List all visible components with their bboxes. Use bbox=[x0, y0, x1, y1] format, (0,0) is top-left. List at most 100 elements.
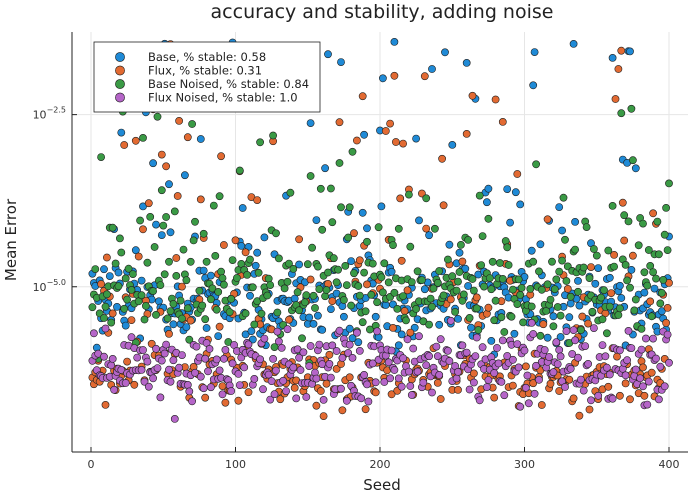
flux-noised-point bbox=[348, 353, 357, 362]
flux-point bbox=[386, 119, 394, 128]
base-noised-point bbox=[198, 301, 207, 310]
flux-noised-point bbox=[133, 353, 142, 362]
base-point bbox=[464, 282, 472, 290]
base-noised-point bbox=[561, 235, 569, 244]
base-noised-point bbox=[590, 245, 598, 253]
flux-noised-point bbox=[100, 352, 108, 361]
flux-point bbox=[201, 393, 210, 402]
base-point bbox=[569, 40, 578, 48]
base-noised-point bbox=[329, 254, 338, 263]
base-noised-point bbox=[639, 219, 647, 228]
flux-noised-point bbox=[162, 340, 170, 349]
base-noised-point bbox=[616, 304, 624, 313]
flux-noised-point bbox=[355, 346, 364, 355]
base-noised-point bbox=[637, 324, 646, 333]
flux-point bbox=[420, 72, 429, 81]
base-noised-point bbox=[124, 264, 133, 273]
flux-noised-point bbox=[643, 400, 652, 409]
base-noised-point bbox=[114, 282, 123, 291]
flux-point bbox=[396, 194, 405, 203]
flux-noised-point bbox=[338, 353, 347, 362]
base-noised-point bbox=[116, 234, 124, 243]
flux-noised-point bbox=[621, 371, 630, 380]
flux-point bbox=[196, 195, 205, 204]
base-point bbox=[657, 307, 666, 316]
base-noised-point bbox=[191, 217, 199, 226]
base-point bbox=[121, 321, 130, 330]
base-point bbox=[312, 216, 321, 224]
flux-point bbox=[165, 329, 173, 338]
flux-point bbox=[490, 393, 499, 402]
base-noised-point bbox=[393, 304, 402, 313]
base-noised-point bbox=[516, 290, 525, 299]
base-point bbox=[435, 320, 444, 329]
flux-noised-point bbox=[218, 390, 227, 399]
flux-noised-point bbox=[191, 368, 199, 377]
base-noised-point bbox=[355, 291, 364, 300]
flux-point bbox=[662, 318, 670, 327]
base-point bbox=[137, 276, 146, 285]
base-noised-point bbox=[316, 184, 325, 193]
flux-noised-point bbox=[472, 333, 481, 342]
base-noised-point bbox=[274, 254, 283, 263]
flux-noised-point bbox=[587, 396, 595, 405]
legend-marker bbox=[115, 79, 125, 89]
base-point bbox=[556, 333, 565, 341]
flux-point bbox=[397, 256, 406, 265]
flux-noised-point bbox=[469, 378, 478, 387]
base-noised-point bbox=[248, 283, 257, 292]
base-noised-point bbox=[452, 286, 461, 295]
flux-noised-point bbox=[523, 371, 532, 380]
legend-label: Base Noised, % stable: 0.84 bbox=[148, 77, 309, 91]
base-point bbox=[371, 312, 380, 321]
base-noised-point bbox=[429, 284, 438, 293]
base-noised-point bbox=[425, 320, 433, 329]
flux-noised-point bbox=[644, 377, 653, 386]
flux-noised-point bbox=[192, 342, 201, 351]
base-noised-point bbox=[137, 291, 146, 300]
base-noised-point bbox=[313, 262, 322, 271]
base-noised-point bbox=[107, 318, 116, 327]
flux-noised-point bbox=[259, 385, 267, 394]
base-point bbox=[354, 338, 363, 347]
base-noised-point bbox=[218, 274, 227, 282]
base-noised-point bbox=[342, 281, 351, 289]
base-noised-point bbox=[348, 147, 357, 156]
base-noised-point bbox=[306, 172, 315, 180]
flux-noised-point bbox=[471, 352, 480, 360]
flux-noised-point bbox=[390, 366, 399, 374]
flux-noised-point bbox=[345, 340, 354, 349]
flux-noised-point bbox=[656, 362, 665, 371]
base-point bbox=[131, 246, 140, 255]
flux-point bbox=[157, 150, 166, 159]
base-noised-point bbox=[298, 334, 306, 343]
flux-noised-point bbox=[175, 363, 183, 372]
base-noised-point bbox=[100, 314, 108, 322]
base-noised-point bbox=[394, 224, 403, 233]
base-noised-point bbox=[152, 310, 160, 319]
flux-point bbox=[325, 350, 334, 359]
base-noised-point bbox=[430, 224, 439, 233]
base-noised-point bbox=[182, 276, 191, 285]
base-noised-point bbox=[655, 250, 663, 259]
base-noised-point bbox=[117, 248, 126, 257]
flux-noised-point bbox=[660, 382, 669, 391]
flux-noised-point bbox=[170, 414, 179, 423]
flux-noised-point bbox=[335, 326, 344, 335]
flux-noised-point bbox=[566, 364, 575, 373]
base-point bbox=[591, 279, 600, 288]
base-noised-point bbox=[475, 191, 484, 200]
base-noised-point bbox=[513, 300, 522, 308]
flux-point bbox=[621, 379, 630, 388]
x-tick-label: 300 bbox=[514, 458, 535, 471]
base-point bbox=[487, 336, 496, 345]
base-point bbox=[251, 261, 260, 270]
flux-noised-point bbox=[183, 380, 192, 389]
flux-point bbox=[639, 363, 647, 372]
flux-noised-point bbox=[549, 368, 558, 377]
base-noised-point bbox=[477, 261, 486, 269]
flux-noised-point bbox=[188, 397, 196, 406]
flux-noised-point bbox=[636, 374, 644, 383]
base-point bbox=[199, 266, 208, 275]
base-noised-point bbox=[500, 328, 509, 336]
